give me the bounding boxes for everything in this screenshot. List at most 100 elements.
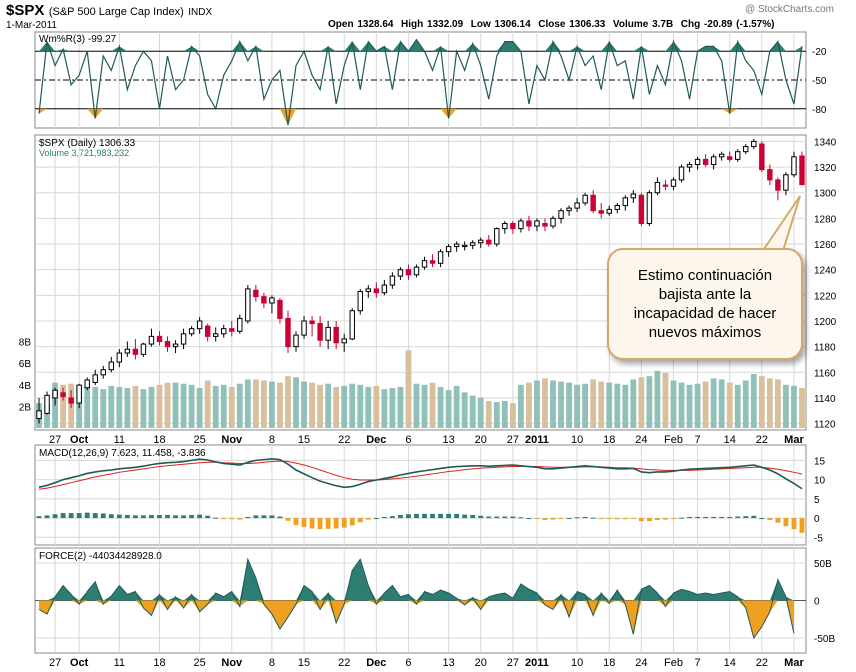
candle-body <box>686 164 693 168</box>
volume-bar <box>124 388 131 428</box>
macd-histogram-bar <box>783 518 789 527</box>
x-axis-label-price: 2011 <box>525 434 549 446</box>
volume-bar <box>566 382 572 428</box>
price-tick-label: 1320 <box>814 163 837 174</box>
x-axis-label-price: 25 <box>194 434 206 446</box>
price-tick-label: 1340 <box>814 137 837 148</box>
x-axis-label-price: 27 <box>49 434 61 446</box>
macd-histogram-bar <box>197 514 203 519</box>
macd-histogram-bar <box>679 517 684 519</box>
volume-bar <box>260 380 267 428</box>
macd-histogram-bar <box>189 515 195 519</box>
volume-bar <box>622 384 629 428</box>
macd-histogram-bar <box>735 516 741 519</box>
volume-bar <box>357 384 364 428</box>
macd-histogram-bar <box>703 516 709 519</box>
x-axis-label-price: 15 <box>298 434 310 446</box>
volume-bar <box>341 385 348 428</box>
volume-bar <box>694 383 701 428</box>
macd-histogram-bar <box>558 518 564 520</box>
volume-bar <box>485 401 492 428</box>
volume-bar <box>614 383 621 428</box>
volume-bar <box>734 384 741 428</box>
macd-histogram-bar <box>60 513 66 519</box>
x-axis-label-price: Oct <box>70 434 89 446</box>
volume-bar <box>397 386 404 428</box>
volume-bar <box>252 379 259 428</box>
candle-body <box>702 158 709 166</box>
volume-bar <box>437 386 444 428</box>
macd-histogram-bar <box>245 516 251 519</box>
macd-histogram-bar <box>100 513 106 519</box>
volume-bar <box>156 384 163 428</box>
macd-histogram-bar <box>574 517 580 519</box>
candle-body <box>204 325 211 337</box>
x-axis-label-bottom: Nov <box>221 657 243 669</box>
volume-bar <box>317 384 324 428</box>
x-axis-label-bottom: 10 <box>571 657 583 669</box>
candle-body <box>309 320 315 325</box>
x-axis-label-price: 6 <box>405 434 411 446</box>
volume-bar <box>373 385 380 428</box>
x-axis-label-price: 22 <box>756 434 768 446</box>
volume-bar <box>365 386 372 428</box>
volume-bar <box>421 384 428 428</box>
annotation-callout: Estimo continuación bajista ante la inca… <box>607 248 803 360</box>
volume-bar <box>188 384 195 428</box>
macd-histogram-bar <box>502 516 508 519</box>
volume-bar <box>381 389 388 428</box>
volume-bar <box>60 384 67 428</box>
macd-histogram-bar <box>655 518 660 520</box>
macd-histogram-bar <box>791 518 797 530</box>
volume-bar <box>526 382 532 428</box>
macd-histogram-bar <box>630 518 636 520</box>
volume-bar <box>212 385 219 428</box>
macd-histogram-bar <box>173 515 178 519</box>
macd-histogram-bar <box>213 517 219 519</box>
volume-bar <box>509 403 516 428</box>
macd-histogram-bar <box>221 518 227 520</box>
volume-bar <box>630 379 637 428</box>
macd-histogram-bar <box>414 513 419 519</box>
candle-body <box>116 352 123 363</box>
volume-bar <box>84 384 91 428</box>
macd-histogram-bar <box>309 518 315 529</box>
candle-body <box>518 220 524 230</box>
price-tick-label: 1260 <box>814 240 837 251</box>
candle-body <box>638 194 645 224</box>
macd-histogram-bar <box>671 518 676 520</box>
macd-histogram-bar <box>687 516 692 519</box>
x-axis-label-bottom: 20 <box>475 657 487 669</box>
candle-body <box>92 374 98 384</box>
candle-body <box>413 266 420 276</box>
macd-histogram-bar <box>622 518 628 520</box>
volume-bar <box>269 381 275 428</box>
candle-body <box>229 328 235 332</box>
macd-histogram-bar <box>430 513 435 519</box>
volume-bar <box>702 381 709 428</box>
volume-bar <box>405 350 412 428</box>
price-tick-label: 1240 <box>814 266 837 277</box>
volume-bar <box>132 385 139 428</box>
candle-body <box>590 194 596 212</box>
macd-tick-label: 10 <box>814 476 826 487</box>
candle-body <box>566 207 572 212</box>
volume-bar <box>453 385 460 428</box>
macd-histogram-bar <box>349 518 355 526</box>
candle-body <box>100 369 106 376</box>
x-axis-label-price: 13 <box>442 434 454 446</box>
index-name: (S&P 500 Large Cap Index) <box>48 6 184 18</box>
candle-body <box>502 223 508 230</box>
candle-body <box>124 348 131 354</box>
candle-body <box>60 392 66 398</box>
x-axis-label-bottom: Mar <box>784 657 804 669</box>
volume-bar <box>277 382 283 428</box>
macd-histogram-bar <box>325 518 331 529</box>
volume-bar <box>309 382 315 428</box>
macd-histogram-bar <box>406 514 411 519</box>
volume-bar <box>678 382 685 428</box>
force-title: FORCE(2) -44034428928.0 <box>39 551 162 562</box>
candle-body <box>325 326 331 341</box>
volume-bar <box>413 383 420 428</box>
